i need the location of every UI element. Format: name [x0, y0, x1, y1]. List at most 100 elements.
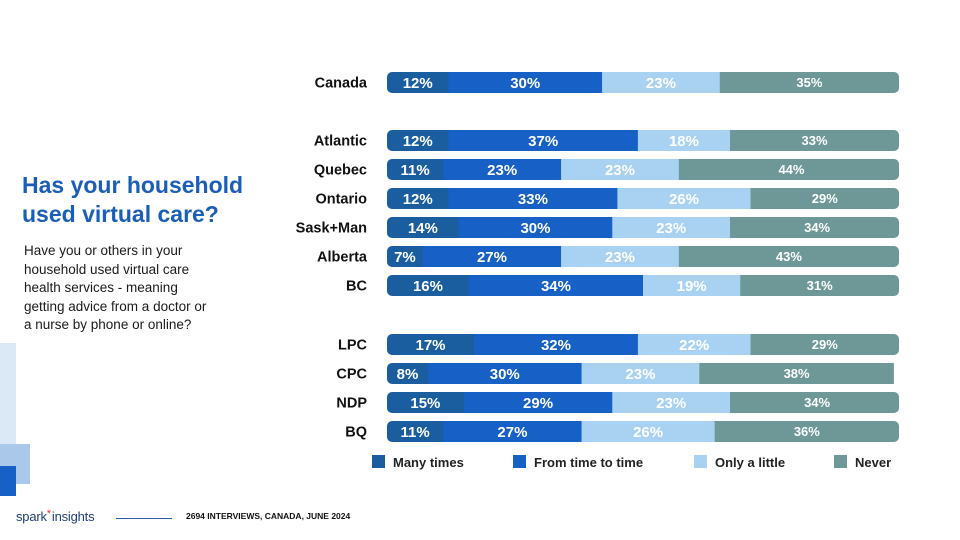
- data-label: 33%: [518, 191, 548, 208]
- bar-segment: [561, 246, 680, 267]
- data-label: 17%: [416, 337, 446, 354]
- bar-row: [387, 130, 899, 151]
- data-label: 7%: [394, 249, 416, 266]
- category-label: BC: [346, 279, 367, 295]
- data-label: 30%: [510, 75, 540, 92]
- data-label: 8%: [397, 366, 419, 383]
- data-label: 26%: [669, 191, 699, 208]
- data-label: 11%: [401, 162, 430, 179]
- bar-segment: [637, 334, 752, 355]
- bar-segment: [474, 334, 639, 355]
- data-label: 12%: [403, 191, 433, 208]
- bar-row: [387, 392, 899, 413]
- bar-segment: [387, 392, 465, 413]
- bar-segment: [612, 217, 731, 238]
- data-label: 35%: [796, 75, 822, 90]
- bar-segment: [427, 363, 583, 384]
- category-label: Canada: [315, 76, 368, 92]
- data-label: 15%: [410, 395, 440, 412]
- bar-segment: [387, 421, 444, 442]
- bar-segment: [448, 188, 618, 209]
- bar-segment: [387, 130, 450, 151]
- data-label: 38%: [784, 366, 810, 381]
- data-label: 19%: [677, 278, 707, 295]
- data-label: 29%: [812, 337, 838, 352]
- bar-segment: [678, 246, 899, 267]
- data-label: 23%: [656, 220, 686, 237]
- category-label: CPC: [336, 367, 367, 383]
- data-label: 33%: [802, 133, 828, 148]
- data-label: 29%: [812, 191, 838, 206]
- category-label: BQ: [345, 425, 367, 441]
- bar-segment: [387, 363, 429, 384]
- data-label: 27%: [497, 424, 527, 441]
- bar-segment: [468, 275, 644, 296]
- bar-segment: [714, 421, 899, 442]
- question-text: Have you or others in your household use…: [24, 243, 207, 333]
- chart-title: Has your household used virtual care?: [22, 172, 244, 227]
- source-note: 2694 INTERVIEWS, CANADA, JUNE 2024: [186, 511, 351, 521]
- data-label: 31%: [807, 278, 833, 293]
- data-label: 44%: [778, 162, 804, 177]
- data-label: 34%: [541, 278, 571, 295]
- data-label: 37%: [528, 133, 558, 150]
- bar-segment: [387, 217, 460, 238]
- bar-segment: [387, 334, 475, 355]
- bar-segment: [637, 130, 731, 151]
- data-label: 30%: [520, 220, 550, 237]
- bar-segment: [387, 159, 444, 180]
- category-label: Sask+Man: [296, 221, 367, 237]
- bar-row: [387, 246, 899, 267]
- data-label: 18%: [669, 133, 699, 150]
- bar-segment: [448, 130, 639, 151]
- bar-row: [387, 363, 894, 384]
- data-label: 12%: [403, 75, 433, 92]
- data-label: 34%: [804, 395, 830, 410]
- bar-segment: [730, 130, 899, 151]
- bar-segment: [443, 421, 583, 442]
- bar-segment: [730, 392, 899, 413]
- data-label: 43%: [776, 249, 802, 264]
- legend-swatch: [694, 455, 707, 468]
- spark-insights-logo: spark*insights: [16, 508, 95, 524]
- bar-row: [387, 421, 899, 442]
- bar-row: [387, 72, 899, 93]
- data-label: 29%: [523, 395, 553, 412]
- decorative-block-light: [0, 343, 16, 444]
- bar-segment: [463, 392, 613, 413]
- bar-segment: [617, 188, 752, 209]
- data-label: 23%: [656, 395, 686, 412]
- bar-row: [387, 334, 899, 355]
- bar-segment: [699, 363, 894, 384]
- decorative-block-dark: [0, 466, 16, 496]
- bar-row: [387, 217, 899, 238]
- bar-segment: [740, 275, 899, 296]
- legend-label: Many times: [393, 455, 464, 470]
- bar-segment: [612, 392, 731, 413]
- data-label: 36%: [794, 424, 820, 439]
- bar-segment: [443, 159, 562, 180]
- bar-row: [387, 159, 899, 180]
- bar-segment: [581, 421, 716, 442]
- stacked-bar-chart: Canada 12% 30% 23% 35% Atlantic 12% 37% 18% 33% Qu…: [296, 72, 899, 470]
- category-label: LPC: [338, 338, 368, 354]
- category-label: Atlantic: [314, 134, 367, 150]
- bar-segment: [678, 159, 899, 180]
- bar-segment: [602, 72, 721, 93]
- bar-segment: [561, 159, 680, 180]
- bar-segment: [448, 72, 603, 93]
- data-label: 32%: [541, 337, 571, 354]
- data-label: 12%: [403, 133, 433, 150]
- legend-label: From time to time: [534, 455, 643, 470]
- category-label: Ontario: [315, 192, 367, 208]
- legend-swatch: [834, 455, 847, 468]
- data-label: 16%: [413, 278, 443, 295]
- bar-segment: [387, 72, 450, 93]
- legend-swatch: [372, 455, 385, 468]
- category-label: NDP: [336, 396, 367, 412]
- data-label: 30%: [490, 366, 520, 383]
- bar-row: [387, 275, 899, 296]
- data-label: 23%: [605, 249, 635, 266]
- bar-segment: [458, 217, 613, 238]
- data-label: 23%: [646, 75, 676, 92]
